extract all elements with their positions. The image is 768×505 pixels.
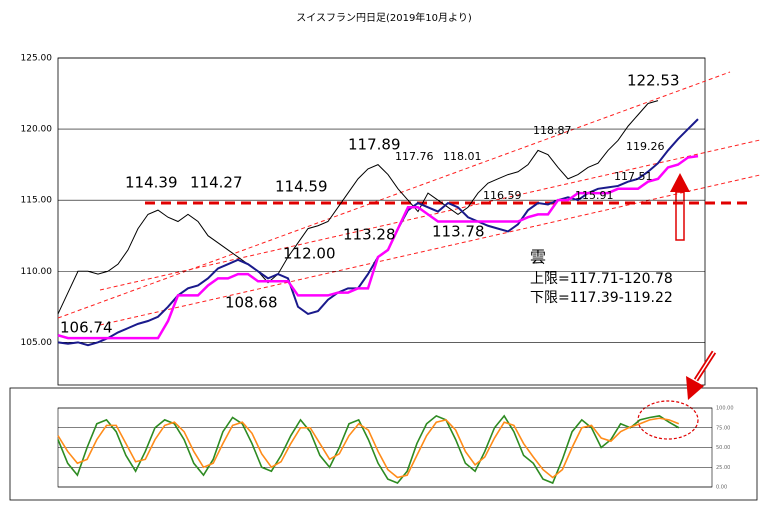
annotation: 117.89 bbox=[348, 136, 401, 154]
chart-title: スイスフラン円日足(2019年10月より) bbox=[296, 11, 472, 24]
highlight-circle bbox=[637, 400, 699, 440]
annotation: 118.01 bbox=[443, 150, 482, 163]
series-line bbox=[57, 154, 699, 340]
oscillator-frame bbox=[9, 387, 758, 501]
trend-lines bbox=[57, 71, 761, 326]
y-tick-label: 120.00 bbox=[21, 125, 53, 135]
annotation: 122.53 bbox=[627, 72, 680, 90]
annotation: 113.78 bbox=[432, 223, 485, 241]
y-tick-label: 100.00 bbox=[716, 406, 734, 412]
annotation: 114.39 bbox=[125, 174, 178, 192]
annotation: 112.00 bbox=[283, 245, 336, 263]
annotation: 113.28 bbox=[343, 226, 396, 244]
y-tick-label: 110.00 bbox=[21, 267, 53, 277]
y-tick-label: 75.00 bbox=[716, 425, 730, 431]
annotation: 114.59 bbox=[275, 178, 328, 196]
up-arrow bbox=[670, 173, 690, 241]
y-tick-label: 25.00 bbox=[716, 465, 730, 471]
series-line bbox=[57, 417, 680, 479]
annotation: 117.51 bbox=[614, 170, 653, 183]
series-line bbox=[57, 100, 659, 315]
annotation: 106.74 bbox=[60, 319, 113, 337]
y-tick-label: 50.00 bbox=[716, 445, 730, 451]
annotation: 下限=117.39-119.22 bbox=[530, 290, 673, 306]
annotation: 115.91 bbox=[575, 189, 614, 202]
annotation: 108.68 bbox=[225, 294, 278, 312]
down-arrow bbox=[686, 350, 717, 400]
y-tick-label: 125.00 bbox=[21, 54, 53, 64]
annotation: 116.59 bbox=[483, 189, 522, 202]
annotation: 上限=117.71-120.78 bbox=[530, 271, 673, 287]
annotation: 114.27 bbox=[190, 174, 243, 192]
annotation: 119.26 bbox=[626, 140, 665, 153]
y-tick-label: 105.00 bbox=[21, 338, 53, 348]
plot-frame bbox=[57, 57, 706, 386]
annotation: 118.87 bbox=[533, 124, 572, 137]
y-tick-label: 115.00 bbox=[21, 196, 53, 206]
y-tick-label: 0.00 bbox=[716, 485, 727, 491]
annotation: 雲 bbox=[530, 248, 546, 267]
series-line bbox=[57, 414, 680, 485]
annotation: 117.76 bbox=[395, 150, 434, 163]
